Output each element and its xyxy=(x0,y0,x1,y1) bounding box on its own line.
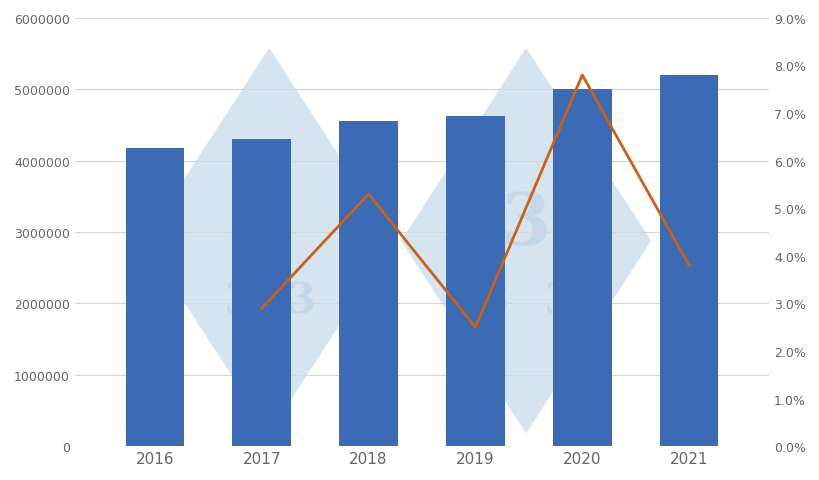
Bar xyxy=(659,76,717,446)
Bar xyxy=(552,90,611,446)
Text: 3: 3 xyxy=(480,280,509,322)
Text: 3: 3 xyxy=(542,280,571,322)
Bar xyxy=(232,140,291,446)
Text: 3: 3 xyxy=(286,280,314,322)
Text: 3: 3 xyxy=(224,280,252,322)
Text: 3: 3 xyxy=(244,189,294,260)
Bar xyxy=(339,122,397,446)
Text: 3: 3 xyxy=(500,189,550,260)
Bar xyxy=(446,117,505,446)
Bar xyxy=(125,148,184,446)
Polygon shape xyxy=(400,49,650,433)
Polygon shape xyxy=(144,49,394,433)
